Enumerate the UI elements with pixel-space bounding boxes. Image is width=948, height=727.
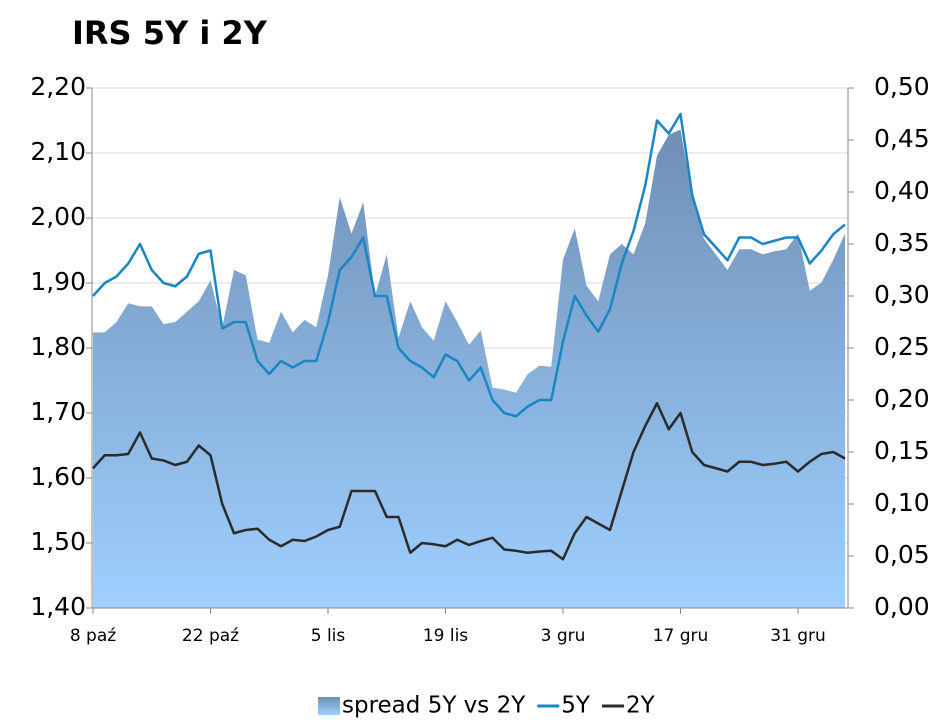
x-tick-label: 22 paź bbox=[182, 626, 239, 646]
x-tick-label: 8 paź bbox=[70, 626, 116, 646]
y-tick-label: 1,70 bbox=[30, 397, 86, 426]
y2-tick-label: 0,40 bbox=[874, 176, 930, 205]
x-tick-label: 17 gru bbox=[653, 626, 709, 646]
y-tick-label: 1,40 bbox=[30, 592, 86, 621]
legend-label: 2Y bbox=[626, 693, 656, 719]
y2-tick-label: 0,25 bbox=[874, 332, 930, 361]
area bbox=[93, 129, 845, 608]
x-tick-label: 3 gru bbox=[541, 626, 586, 646]
x-tick-label: 19 lis bbox=[423, 626, 468, 646]
x-tick-label: 31 gru bbox=[770, 626, 826, 646]
y2-tick-label: 0,00 bbox=[874, 592, 930, 621]
y-tick-label: 1,50 bbox=[30, 527, 86, 556]
y2-tick-label: 0,10 bbox=[874, 488, 930, 517]
legend-swatch bbox=[318, 697, 340, 715]
y2-tick-label: 0,20 bbox=[874, 384, 930, 413]
y2-tick-label: 0,50 bbox=[874, 72, 930, 101]
legend-label: 5Y bbox=[561, 693, 591, 719]
line bbox=[92, 112, 846, 418]
y2-tick-label: 0,30 bbox=[874, 280, 930, 309]
chart-title: IRS 5Y i 2Y bbox=[72, 14, 268, 52]
x-tick-label: 5 lis bbox=[311, 626, 346, 646]
legend-label: spread 5Y vs 2Y bbox=[342, 693, 526, 719]
y2-tick-label: 0,05 bbox=[874, 540, 930, 569]
y2-tick-label: 0,15 bbox=[874, 436, 930, 465]
y-tick-label: 1,80 bbox=[30, 332, 86, 361]
y-tick-label: 2,20 bbox=[30, 72, 86, 101]
y-tick-label: 1,90 bbox=[30, 267, 86, 296]
line bbox=[92, 402, 846, 561]
y-tick-label: 2,10 bbox=[30, 137, 86, 166]
y-tick-label: 1,60 bbox=[30, 462, 86, 491]
y-tick-label: 2,00 bbox=[30, 202, 86, 231]
y2-tick-label: 0,35 bbox=[874, 228, 930, 257]
y2-tick-label: 0,45 bbox=[874, 124, 930, 153]
